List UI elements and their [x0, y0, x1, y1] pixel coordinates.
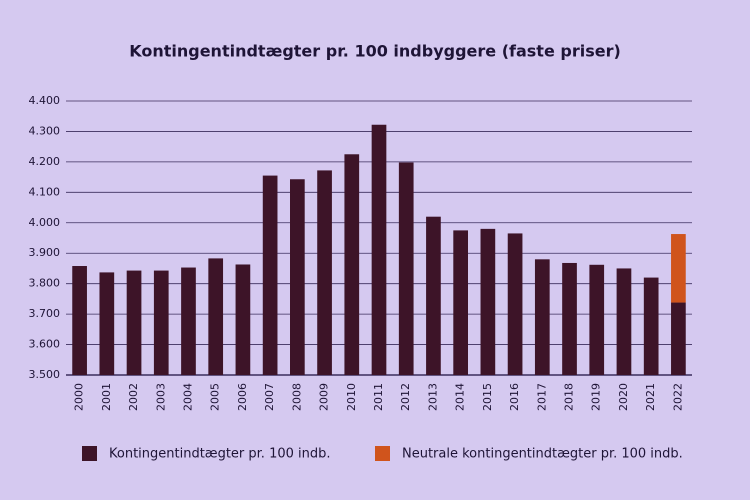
bar	[562, 262, 577, 375]
x-tick-label: 2009	[318, 383, 331, 411]
bar	[671, 302, 686, 375]
bar	[371, 124, 387, 375]
bar	[507, 233, 523, 375]
y-tick-label: 4.200	[29, 155, 61, 168]
x-tick-label: 2004	[181, 383, 194, 411]
x-tick-label: 2015	[481, 383, 494, 411]
bar	[99, 272, 115, 375]
x-tick-label: 2020	[617, 383, 630, 411]
x-tick-label: 2014	[454, 383, 467, 411]
y-tick-label: 4.000	[29, 216, 61, 229]
legend-swatch	[375, 446, 390, 461]
x-tick-label: 2000	[73, 383, 86, 411]
x-tick-label: 2021	[644, 383, 657, 411]
bar	[262, 175, 278, 375]
bar	[289, 179, 305, 375]
y-tick-label: 3.500	[29, 368, 61, 381]
bar	[72, 266, 87, 375]
y-tick-label: 4.400	[29, 94, 61, 107]
x-tick-label: 2012	[399, 383, 412, 411]
chart-title: Kontingentindtægter pr. 100 indbyggere (…	[129, 42, 621, 61]
x-tick-label: 2011	[372, 383, 385, 411]
bar	[453, 230, 469, 375]
bar	[671, 234, 686, 303]
bar	[208, 258, 224, 375]
bar	[344, 154, 360, 375]
legend-swatch	[82, 446, 97, 461]
bar	[426, 216, 441, 375]
x-tick-label: 2005	[209, 383, 222, 411]
bar	[480, 228, 496, 375]
bar	[616, 268, 632, 375]
bar	[643, 277, 659, 375]
x-tick-label: 2007	[263, 383, 276, 411]
y-tick-label: 3.800	[29, 277, 61, 290]
x-tick-label: 2001	[100, 383, 113, 411]
x-tick-label: 2016	[508, 383, 521, 411]
y-tick-label: 4.100	[29, 185, 61, 198]
y-tick-label: 3.700	[29, 307, 61, 320]
x-tick-label: 2013	[426, 383, 439, 411]
y-tick-label: 3.900	[29, 246, 61, 259]
x-tick-label: 2008	[290, 383, 303, 411]
bar	[398, 162, 414, 375]
x-tick-label: 2003	[154, 383, 167, 411]
legend-label: Kontingentindtægter pr. 100 indb.	[109, 447, 331, 462]
bar	[181, 267, 196, 375]
x-tick-label: 2018	[563, 383, 576, 411]
x-tick-label: 2002	[127, 383, 140, 411]
legend-label: Neutrale kontingentindtægter pr. 100 ind…	[402, 447, 683, 462]
y-tick-label: 3.600	[29, 338, 61, 351]
bar	[534, 259, 550, 375]
bar	[126, 270, 142, 375]
bar	[589, 264, 605, 375]
x-tick-label: 2022	[671, 383, 684, 411]
x-tick-label: 2017	[535, 383, 548, 411]
x-tick-label: 2010	[345, 383, 358, 411]
bar	[317, 170, 332, 375]
bar	[153, 270, 169, 375]
y-tick-label: 4.300	[29, 124, 61, 137]
x-tick-label: 2019	[590, 383, 603, 411]
bar	[235, 264, 251, 375]
x-tick-label: 2006	[236, 383, 249, 411]
